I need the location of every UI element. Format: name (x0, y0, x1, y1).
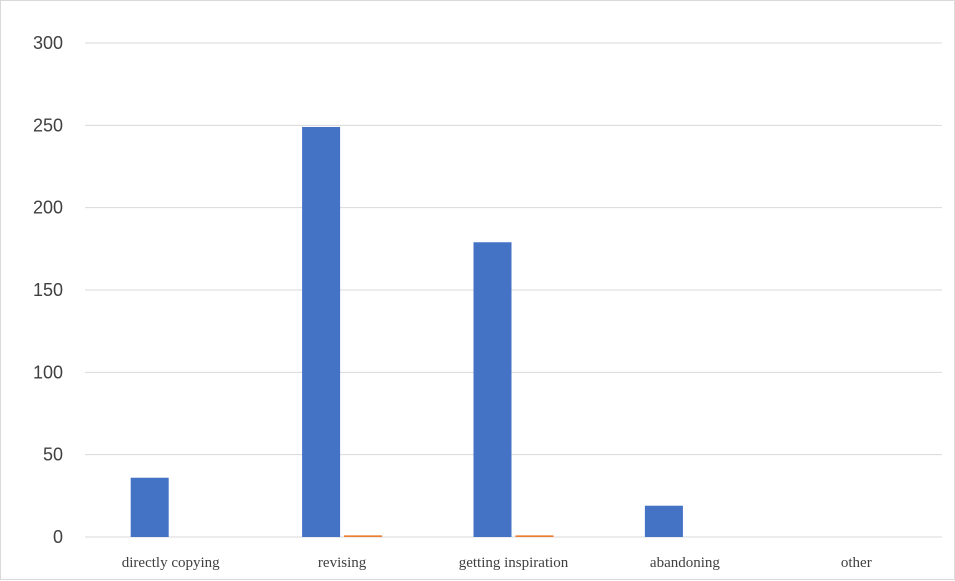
y-tick-label: 300 (33, 33, 63, 53)
y-tick-label: 200 (33, 198, 63, 218)
y-tick-label: 250 (33, 115, 63, 135)
x-tick-label: other (841, 555, 872, 571)
y-tick-label: 100 (33, 362, 63, 382)
x-tick-label: abandoning (650, 555, 720, 571)
bars (130, 126, 683, 537)
gridlines (85, 42, 942, 538)
bar-revising-series-2 (344, 535, 383, 537)
bar-getting-inspiration-series-2 (515, 535, 554, 537)
bar-revising-series-1 (302, 126, 341, 537)
y-tick-label: 50 (43, 445, 63, 465)
bar-abandoning-series-1 (644, 505, 683, 537)
x-axis-ticks: directly copying revising getting inspirat… (122, 555, 872, 571)
bar-getting-inspiration-series-1 (473, 242, 512, 537)
y-axis-ticks: 0 50 100 150 200 250 300 (33, 33, 63, 547)
y-tick-label: 0 (53, 527, 63, 547)
x-tick-label: directly copying (122, 555, 220, 571)
x-tick-label: revising (318, 555, 367, 571)
y-tick-label: 150 (33, 280, 63, 300)
bar-directly-copying-series-1 (130, 477, 169, 537)
x-tick-label: getting inspiration (459, 555, 569, 571)
